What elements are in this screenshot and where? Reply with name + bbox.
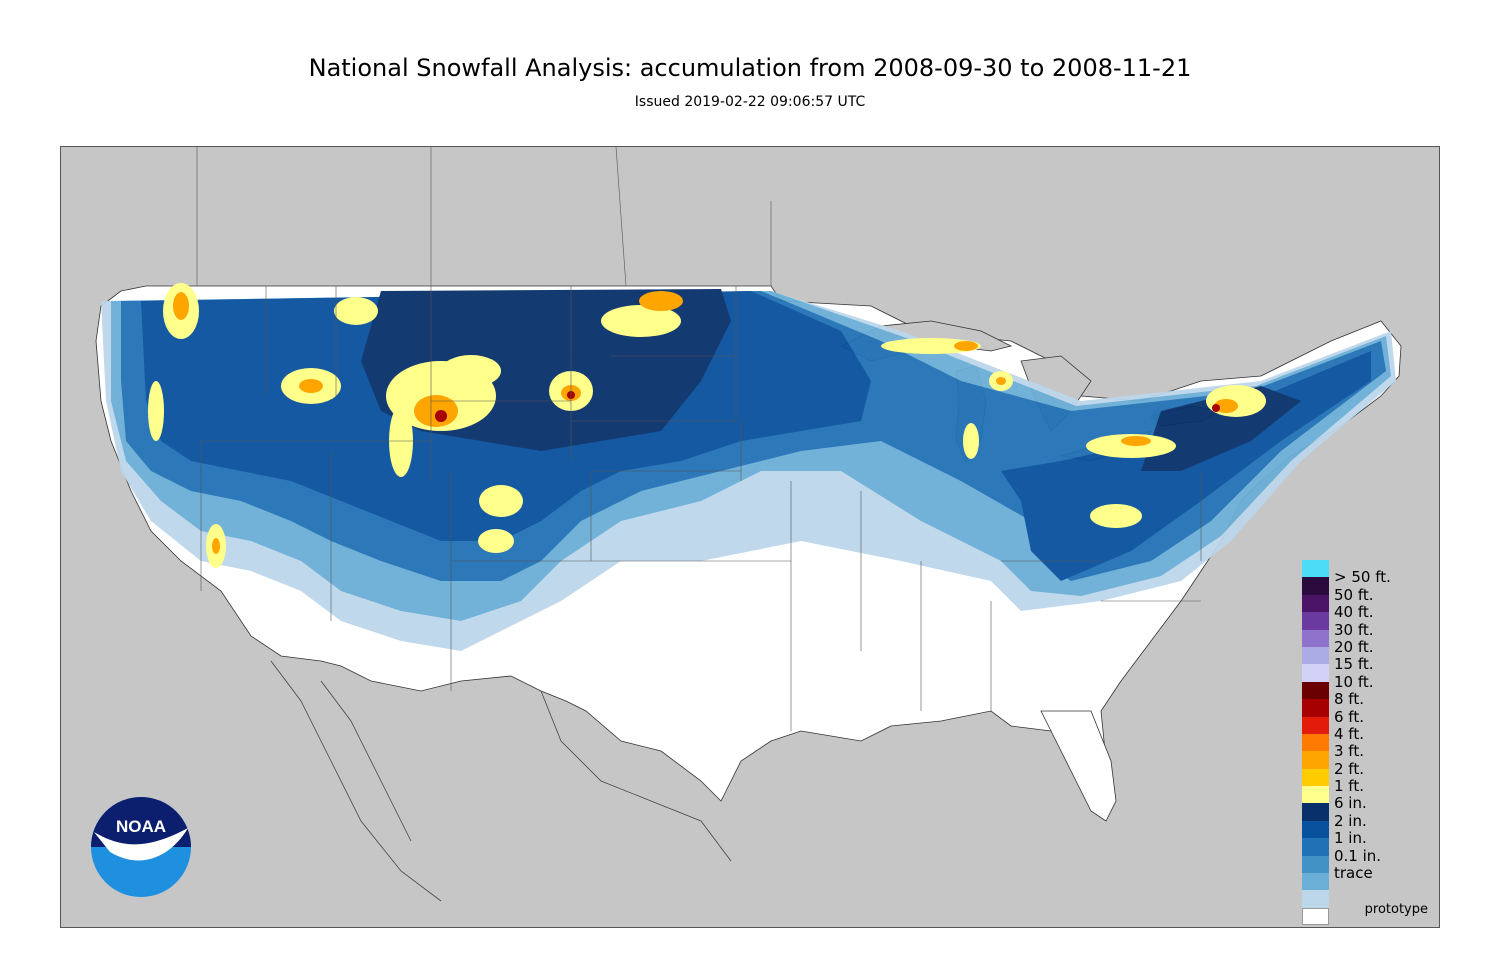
legend-row: 15 ft. — [1302, 655, 1422, 682]
legend-swatch — [1302, 577, 1329, 595]
legend-label: 10 ft. — [1334, 672, 1374, 691]
legend-row: > 50 ft. — [1302, 568, 1422, 595]
legend-row: 40 ft. — [1302, 603, 1422, 630]
legend-row: 2 ft. — [1302, 760, 1422, 787]
legend-swatch — [1302, 751, 1329, 769]
legend-label: 2 ft. — [1334, 759, 1364, 778]
legend-swatch — [1302, 646, 1329, 665]
legend-swatch — [1302, 820, 1329, 839]
map-svg — [95, 147, 1402, 902]
legend-row: 0.1 in. — [1302, 847, 1422, 874]
florida-land — [1040, 710, 1117, 822]
legend-label: 0.1 in. — [1334, 846, 1382, 865]
legend-row: 20 ft. — [1302, 638, 1422, 665]
legend-row: 6 in. — [1302, 794, 1422, 821]
mexico-coast — [270, 660, 732, 902]
legend-swatch — [1302, 890, 1329, 908]
legend-row: 2 in. — [1302, 812, 1422, 839]
legend-label: > 50 ft. — [1334, 568, 1391, 587]
map-frame — [60, 146, 1440, 928]
legend-swatch — [1302, 612, 1329, 630]
legend-swatch — [1302, 664, 1329, 682]
page-title: National Snowfall Analysis: accumulation… — [308, 54, 1192, 82]
legend-label: 6 in. — [1334, 794, 1367, 813]
legend-row: 4 ft. — [1302, 725, 1422, 752]
legend-swatch — [1302, 855, 1329, 874]
legend-label: 4 ft. — [1334, 724, 1364, 743]
legend-swatch — [1302, 786, 1329, 804]
heavy-snow-pockets — [148, 283, 1266, 568]
legend-label: 50 ft. — [1334, 585, 1374, 604]
legend-swatch — [1302, 560, 1329, 578]
legend-row — [1302, 907, 1422, 926]
snow-cover-layers — [101, 289, 1396, 651]
legend-row: 8 ft. — [1302, 690, 1422, 717]
legend-swatch — [1302, 629, 1329, 647]
noaa-logo-text: NOAA — [116, 817, 166, 836]
legend-row: 1 ft. — [1302, 777, 1422, 804]
issued-timestamp: Issued 2019-02-22 09:06:57 UTC — [634, 94, 866, 110]
legend-swatch — [1302, 733, 1329, 752]
legend-swatch — [1302, 716, 1329, 734]
legend-row: 3 ft. — [1302, 742, 1422, 769]
legend-label: 6 ft. — [1334, 707, 1364, 726]
legend-swatch — [1302, 873, 1329, 891]
legend-label: 1 in. — [1334, 829, 1367, 848]
legend-row: 50 ft. — [1302, 586, 1422, 613]
prototype-label: prototype — [1364, 902, 1428, 917]
legend-row — [1302, 890, 1422, 908]
legend-swatch — [1302, 594, 1329, 613]
legend-row: trace — [1302, 864, 1422, 891]
noaa-logo: NOAA — [91, 797, 191, 897]
legend-swatch — [1302, 803, 1329, 821]
legend-label: 8 ft. — [1334, 690, 1364, 709]
legend-swatch — [1302, 838, 1329, 856]
legend-label: 15 ft. — [1334, 655, 1374, 674]
legend-swatch — [1302, 699, 1329, 717]
legend-swatch — [1302, 768, 1329, 787]
legend-label: 40 ft. — [1334, 603, 1374, 622]
legend-row: 30 ft. — [1302, 621, 1422, 647]
legend-row: 1 in. — [1302, 829, 1422, 856]
legend-label: 20 ft. — [1334, 637, 1374, 656]
legend-label: 2 in. — [1334, 811, 1367, 830]
legend-row: 6 ft. — [1302, 708, 1422, 734]
legend-row — [1302, 560, 1422, 578]
legend-label: trace — [1334, 864, 1373, 883]
legend-swatch — [1302, 907, 1329, 926]
legend-swatch — [1302, 681, 1329, 700]
legend-label: 3 ft. — [1334, 742, 1364, 761]
legend-label: 30 ft. — [1334, 620, 1374, 639]
legend-row: 10 ft. — [1302, 673, 1422, 700]
legend: > 50 ft. 50 ft. 40 ft. 30 ft. 20 ft. 15 ft. 10… — [1302, 560, 1422, 926]
legend-label: 1 ft. — [1334, 777, 1364, 796]
state-boundaries — [196, 147, 1202, 731]
